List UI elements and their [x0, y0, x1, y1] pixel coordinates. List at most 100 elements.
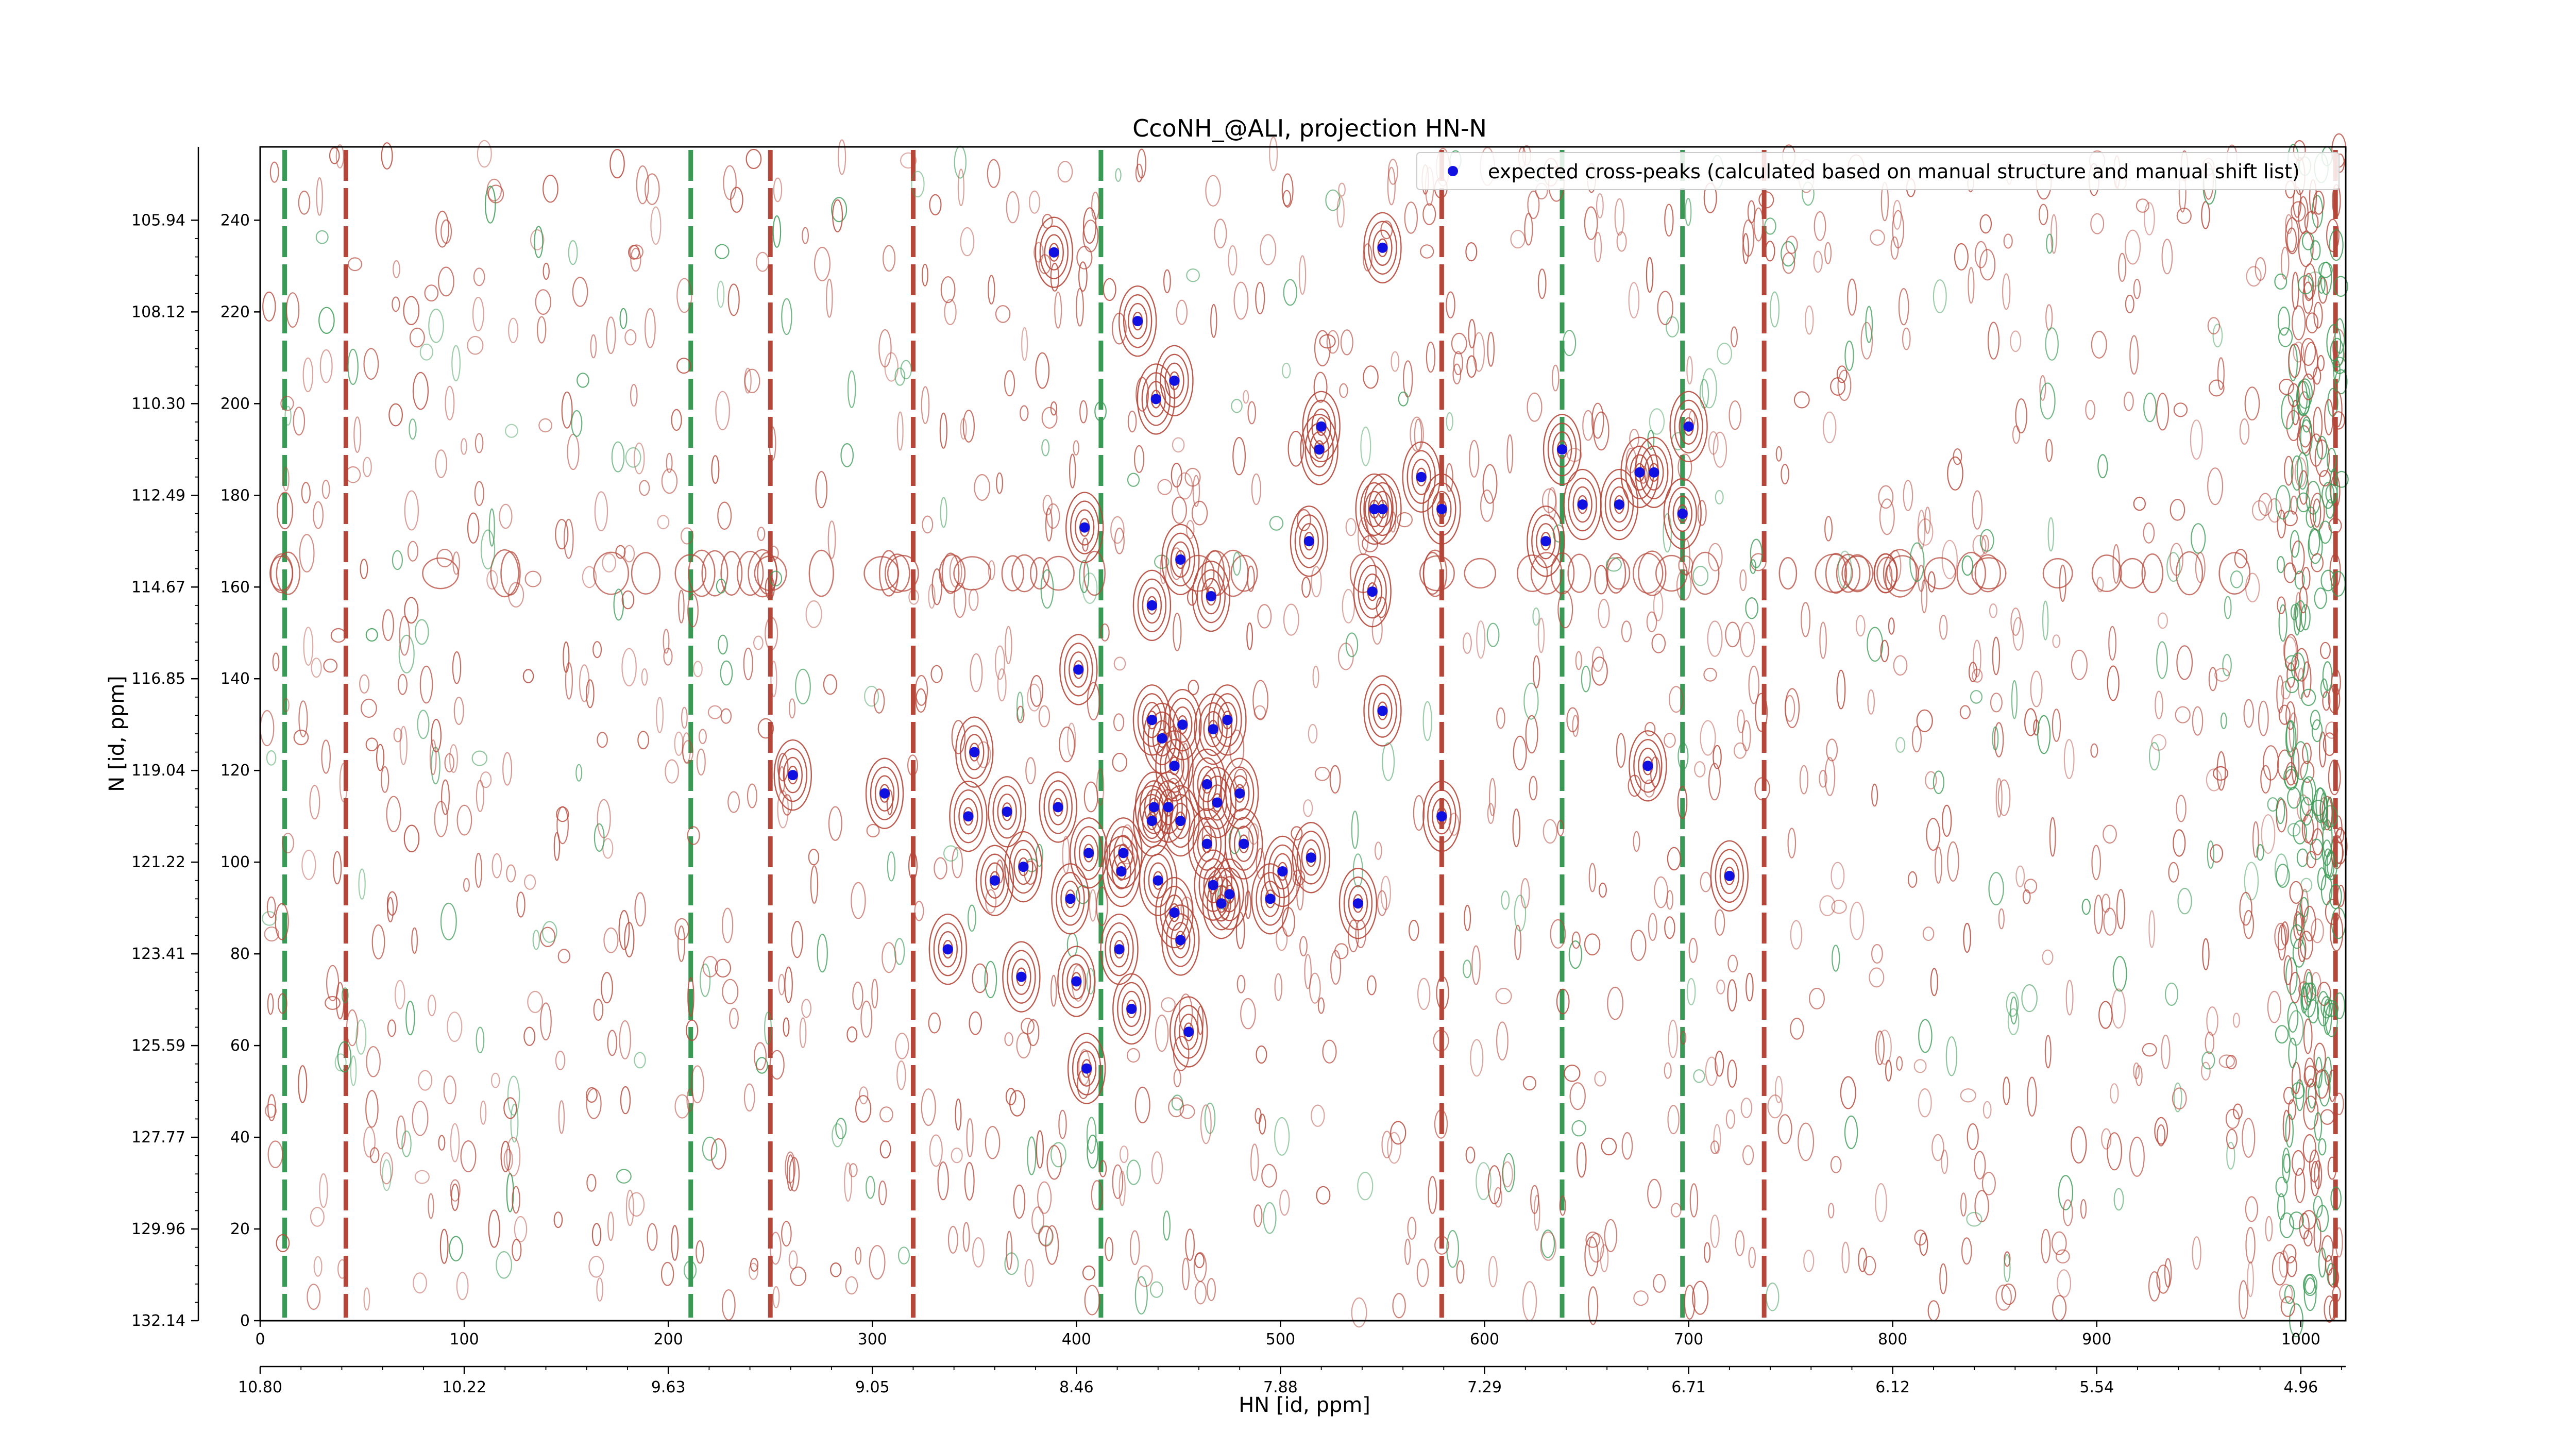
cross-peak-marker — [1065, 894, 1076, 904]
cross-peak-marker — [1175, 554, 1186, 565]
x-ppm-tick-label: 9.05 — [855, 1378, 890, 1396]
y-axis-label: N [id, ppm] — [105, 676, 129, 792]
cross-peak-marker — [1377, 242, 1388, 253]
cross-peak-marker — [1116, 866, 1127, 877]
x-tick-label: 600 — [1470, 1330, 1499, 1349]
y-ppm-tick-label: 110.30 — [131, 395, 185, 413]
legend-box — [1416, 152, 2340, 190]
y-tick-label: 20 — [230, 1220, 250, 1238]
cross-peak-marker — [1073, 664, 1084, 675]
cross-peak-marker — [1079, 522, 1090, 533]
x-ppm-tick-label: 4.96 — [2283, 1378, 2318, 1396]
y-tick-label: 140 — [221, 670, 250, 688]
y-axis-ticks: 0 20 40 60 80 100 120 140 160 180 200 220 240 — [221, 211, 260, 1330]
cross-peak-marker — [1002, 806, 1012, 817]
y-tick-label: 220 — [221, 303, 250, 321]
y-ppm-tick-label: 119.04 — [131, 762, 185, 780]
x-tick-label: 800 — [1878, 1330, 1907, 1349]
cross-peak-marker — [1649, 467, 1659, 478]
cross-peak-marker — [1081, 1063, 1092, 1074]
cross-peak-marker — [1436, 811, 1447, 822]
y-ppm-tick-label: 112.49 — [131, 486, 185, 504]
cross-peak-marker — [1169, 375, 1180, 386]
y-tick-label: 40 — [230, 1128, 250, 1147]
cross-peak-marker — [1377, 504, 1388, 514]
cross-peak-marker — [1577, 499, 1588, 510]
x-tick-label: 300 — [858, 1330, 887, 1349]
cross-peak-marker — [1175, 935, 1186, 946]
cross-peak-marker — [1216, 898, 1227, 909]
y-tick-label: 0 — [240, 1312, 250, 1330]
cross-peak-marker — [1201, 838, 1212, 849]
cross-peak-marker — [1175, 816, 1186, 827]
cross-peak-marker — [1540, 536, 1551, 547]
cross-peak-marker — [1642, 761, 1653, 771]
cross-peak-marker — [1683, 421, 1694, 432]
cross-peak-marker — [1557, 444, 1567, 455]
cross-peak-marker — [1083, 848, 1094, 858]
expected-cross-peaks — [787, 242, 1735, 1074]
y-tick-label: 160 — [221, 578, 250, 596]
y-ppm-tick-label: 121.22 — [131, 853, 185, 871]
cross-peak-marker — [1146, 600, 1157, 611]
y-ppm-tick-label: 114.67 — [131, 578, 185, 596]
cross-peak-marker — [1206, 591, 1216, 601]
x-tick-label: 1000 — [2281, 1330, 2320, 1349]
cross-peak-marker — [942, 944, 953, 955]
x-ppm-tick-label: 5.54 — [2079, 1378, 2114, 1396]
legend: expected cross-peaks (calculated based o… — [1416, 152, 2340, 190]
cross-peak-marker — [1071, 976, 1082, 987]
cross-peak-marker — [1306, 852, 1316, 863]
cross-peak-marker — [1303, 536, 1314, 547]
x-tick-label: 200 — [654, 1330, 683, 1349]
x-ppm-axis: 10.80 10.22 9.63 9.05 8.46 7.88 7.29 6.71 6.12 5.… — [238, 1366, 2346, 1396]
y-ppm-tick-label: 127.77 — [131, 1128, 185, 1147]
cross-peak-marker — [1126, 1003, 1137, 1014]
cross-peak-marker — [1048, 247, 1059, 258]
y-tick-label: 240 — [221, 211, 250, 229]
cross-peak-marker — [1146, 816, 1157, 827]
y-tick-label: 100 — [221, 853, 250, 871]
cross-peak-marker — [1208, 880, 1218, 890]
cross-peak-marker — [1208, 724, 1218, 735]
x-tick-label: 400 — [1062, 1330, 1091, 1349]
y-tick-label: 60 — [230, 1037, 250, 1055]
x-ppm-tick-label: 8.46 — [1059, 1378, 1094, 1396]
x-ppm-tick-label: 10.22 — [442, 1378, 486, 1396]
x-ppm-tick-label: 6.12 — [1875, 1378, 1910, 1396]
x-tick-label: 100 — [449, 1330, 479, 1349]
cross-peak-marker — [1265, 894, 1276, 904]
cross-peak-marker — [1163, 802, 1174, 813]
cross-peak-marker — [1157, 733, 1167, 744]
x-tick-label: 700 — [1674, 1330, 1703, 1349]
cross-peak-marker — [1222, 715, 1233, 726]
y-ppm-tick-label: 125.59 — [131, 1037, 185, 1055]
cross-peak-marker — [989, 875, 1000, 886]
cross-peak-marker — [1148, 802, 1159, 813]
cross-peak-marker — [1377, 705, 1388, 716]
cross-peak-marker — [1239, 838, 1249, 849]
cross-peak-marker — [1634, 467, 1645, 478]
x-ppm-tick-label: 7.88 — [1263, 1378, 1298, 1396]
x-tick-label: 900 — [2082, 1330, 2111, 1349]
cross-peak-marker — [1277, 866, 1288, 877]
y-tick-label: 180 — [221, 486, 250, 504]
cross-peak-marker — [1416, 471, 1427, 482]
cross-peak-marker — [1153, 875, 1163, 886]
cross-peak-marker — [1169, 907, 1180, 918]
x-tick-label: 0 — [255, 1330, 265, 1349]
y-ppm-tick-label: 132.14 — [131, 1312, 185, 1330]
cross-peak-marker — [1677, 508, 1688, 519]
x-ppm-tick-label: 7.29 — [1467, 1378, 1502, 1396]
cross-peak-marker — [1150, 394, 1161, 405]
cross-peak-marker — [1369, 504, 1380, 514]
cross-peak-marker — [1436, 504, 1447, 514]
cross-peak-marker — [787, 770, 798, 781]
cross-peak-marker — [1724, 870, 1735, 881]
cross-peak-marker — [1146, 715, 1157, 726]
y-ppm-tick-label: 108.12 — [131, 303, 185, 321]
cross-peak-marker — [879, 788, 890, 799]
chart-title: CcoNH_@ALI, projection HN-N — [1132, 114, 1487, 142]
x-ppm-tick-label: 9.63 — [651, 1378, 686, 1396]
